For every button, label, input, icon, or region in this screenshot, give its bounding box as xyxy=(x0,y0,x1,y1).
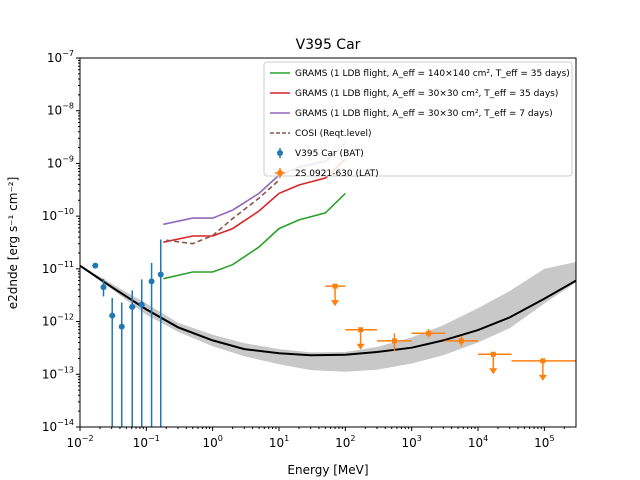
x-tick-label: 105 xyxy=(534,434,554,450)
x-axis-label: Energy [MeV] xyxy=(287,463,368,477)
data-point xyxy=(478,351,512,375)
legend-label: V395 Car (BAT) xyxy=(295,149,364,159)
point-marker xyxy=(100,284,107,291)
y-tick-label: 10−8 xyxy=(47,102,74,118)
legend-swatch-marker xyxy=(277,170,283,176)
y-axis-label: e2dnde [erg s⁻¹ cm⁻²] xyxy=(6,177,20,310)
point-marker xyxy=(458,338,464,344)
legend-item: V395 Car (BAT) xyxy=(277,148,364,159)
x-tick-label: 103 xyxy=(401,434,421,450)
point-marker xyxy=(138,301,145,308)
model-curve xyxy=(80,264,576,357)
data-point xyxy=(157,239,164,427)
y-tick-label: 10−13 xyxy=(42,365,74,381)
legend-item: GRAMS (1 LDB flight, A_eff = 140×140 cm²… xyxy=(270,69,570,79)
y-tick-label: 10−7 xyxy=(47,49,74,65)
series-line-3 xyxy=(166,179,280,245)
point-marker xyxy=(118,323,125,330)
axes: 10−2 10−1 100 101 102 103 104 105 10−14 10−13 10−1… xyxy=(42,49,577,450)
legend: GRAMS (1 LDB flight, A_eff = 140×140 cm²… xyxy=(263,61,573,179)
point-marker xyxy=(490,351,496,357)
point-marker xyxy=(391,338,397,344)
y-tick-label: 10−10 xyxy=(42,207,74,223)
data-point xyxy=(109,297,116,427)
data-point xyxy=(148,262,155,427)
point-marker xyxy=(358,327,364,333)
x-tick-label: 10−1 xyxy=(133,434,160,450)
data-point xyxy=(411,329,446,338)
chart-title: V395 Car xyxy=(296,37,361,53)
data-point xyxy=(445,336,479,347)
legend-label: COSI (Reqt.level) xyxy=(295,129,372,139)
legend-label: GRAMS (1 LDB flight, A_eff = 140×140 cm²… xyxy=(295,69,570,79)
axes-frame xyxy=(79,57,577,428)
legend-item: GRAMS (1 LDB flight, A_eff = 30×30 cm², … xyxy=(270,109,553,119)
legend-label: GRAMS (1 LDB flight, A_eff = 30×30 cm², … xyxy=(295,109,553,119)
y-tick-label: 10−11 xyxy=(42,260,74,276)
upper-limit-arrow xyxy=(489,368,498,375)
y-tick-label: 10−9 xyxy=(47,154,74,170)
legend-swatch-marker xyxy=(277,150,283,156)
legend-item: COSI (Reqt.level) xyxy=(270,129,372,139)
data-point xyxy=(118,302,125,427)
point-marker xyxy=(157,271,164,278)
legend-item: 2S 0921-630 (LAT) xyxy=(275,168,379,179)
y-tick-label: 10−14 xyxy=(42,418,74,434)
data-point xyxy=(100,278,107,297)
point-marker xyxy=(148,278,155,285)
x-tick-label: 10−2 xyxy=(66,434,93,450)
data-point xyxy=(325,283,346,307)
point-marker xyxy=(109,312,116,319)
series-line-0 xyxy=(163,192,346,280)
legend-box xyxy=(263,61,573,177)
x-tick-label: 102 xyxy=(335,434,355,450)
point-marker xyxy=(540,358,546,364)
point-marker xyxy=(129,303,136,310)
y-tick-label: 10−12 xyxy=(42,313,74,329)
upper-limit-arrow xyxy=(538,374,547,381)
x-tick-label: 100 xyxy=(202,434,222,450)
plot-area xyxy=(80,142,576,427)
upper-limit-arrow xyxy=(356,343,365,350)
confidence-band xyxy=(80,262,576,372)
legend-item: GRAMS (1 LDB flight, A_eff = 30×30 cm², … xyxy=(270,89,558,99)
x-tick-label: 104 xyxy=(468,434,488,450)
data-point xyxy=(92,262,99,269)
data-point xyxy=(129,290,136,427)
data-point xyxy=(138,279,145,427)
point-marker xyxy=(426,330,432,336)
legend-label: 2S 0921-630 (LAT) xyxy=(295,169,379,179)
x-tick-label: 101 xyxy=(269,434,289,450)
point-marker xyxy=(92,262,99,269)
series-line-1 xyxy=(163,158,346,243)
point-marker xyxy=(332,283,338,289)
data-point xyxy=(511,358,576,381)
data-point xyxy=(345,327,377,350)
upper-limit-arrow xyxy=(331,300,340,307)
data-point xyxy=(376,333,412,351)
legend-label: GRAMS (1 LDB flight, A_eff = 30×30 cm², … xyxy=(295,89,558,99)
